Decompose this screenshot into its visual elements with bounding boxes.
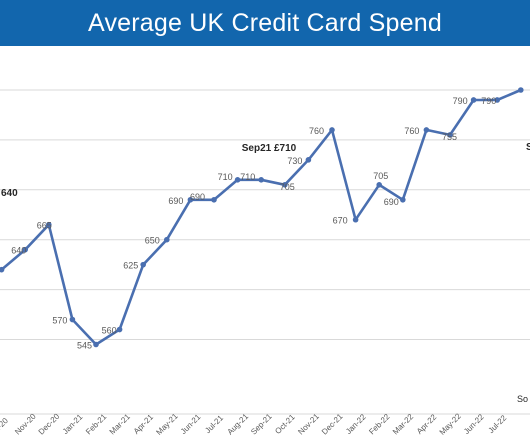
data-label: 570 (52, 316, 67, 326)
x-tick-label: Oct-21 (273, 412, 297, 436)
data-point (518, 87, 524, 93)
data-point (140, 261, 146, 268)
data-label: 545 (77, 340, 92, 350)
data-point (22, 246, 29, 253)
annotation-label: Sep21 £710 (242, 143, 297, 154)
data-point (164, 236, 170, 243)
x-tick-label: Aug-21 (226, 412, 251, 437)
data-point (234, 177, 241, 183)
series-line (0, 88, 522, 346)
x-tick-label: Dec-20 (37, 412, 62, 437)
data-label: 790 (481, 96, 496, 106)
data-label: 790 (453, 96, 468, 106)
data-point (211, 196, 217, 203)
data-point (116, 326, 123, 333)
data-point (46, 221, 52, 228)
data-point (69, 316, 76, 323)
x-tick-label: Nov-21 (296, 412, 321, 437)
data-point (376, 182, 383, 188)
x-tick-label: Sep-21 (249, 412, 274, 437)
x-tick-label: Apr-22 (415, 412, 439, 436)
x-tick-label: Feb-21 (84, 412, 109, 437)
data-point (282, 182, 288, 188)
data-label: 730 (287, 156, 302, 166)
x-tick-label: Apr-21 (132, 412, 156, 436)
data-label: 705 (280, 182, 295, 192)
x-tick-label: Dec-21 (320, 412, 345, 437)
data-label: 705 (373, 171, 388, 181)
data-point (93, 341, 99, 348)
data-label: 625 (123, 261, 138, 271)
data-point (0, 266, 5, 273)
data-point (447, 132, 453, 138)
chart-area: 640 665 570 545 560 625 650 690 690 710 710 705 730 7… (0, 46, 530, 442)
data-label: 760 (309, 126, 324, 136)
data-point (258, 177, 265, 183)
x-tick-label: Mar-22 (391, 412, 416, 437)
data-label: 670 (333, 216, 348, 226)
data-label: 690 (168, 196, 183, 206)
data-label: 665 (37, 221, 52, 231)
x-tick-label: May-22 (438, 411, 464, 437)
data-point (305, 157, 312, 163)
data-label: 690 (384, 197, 399, 207)
data-point (423, 127, 430, 133)
x-tick-label: Nov-20 (13, 412, 38, 437)
line-chart: 640 665 570 545 560 625 650 690 690 710 710 705 730 7… (0, 87, 530, 437)
x-tick-label: Jul-22 (487, 413, 509, 435)
x-tick-label: Mar-21 (108, 412, 133, 437)
data-point (470, 97, 477, 103)
source-footnote: So (517, 394, 528, 404)
x-tick-label: Jan-22 (344, 412, 368, 436)
chart-title: Average UK Credit Card Spend (0, 0, 530, 46)
data-label: 710 (240, 172, 255, 182)
x-tick-label: t-20 (0, 416, 10, 433)
data-point (494, 97, 501, 103)
data-label: 755 (442, 132, 457, 142)
data-point (187, 196, 194, 203)
annotation-label: S (526, 142, 530, 153)
data-label: 640 (11, 246, 26, 256)
x-tick-label: Jul-21 (203, 413, 225, 435)
x-tick-label: Jan-21 (61, 412, 85, 436)
x-tick-label: Feb-22 (367, 412, 392, 437)
data-label: 560 (102, 326, 117, 336)
data-label: 690 (190, 192, 205, 202)
x-tick-label: Jun-22 (462, 412, 486, 436)
annotation-label: 640 (1, 188, 18, 199)
data-point (352, 216, 359, 223)
data-point (400, 196, 406, 203)
data-label: 760 (404, 126, 419, 136)
data-point (329, 127, 335, 133)
data-label: 710 (218, 172, 233, 182)
data-label: 650 (145, 236, 160, 246)
x-tick-label: May-21 (154, 411, 180, 437)
x-tick-label: Jun-21 (179, 412, 203, 436)
